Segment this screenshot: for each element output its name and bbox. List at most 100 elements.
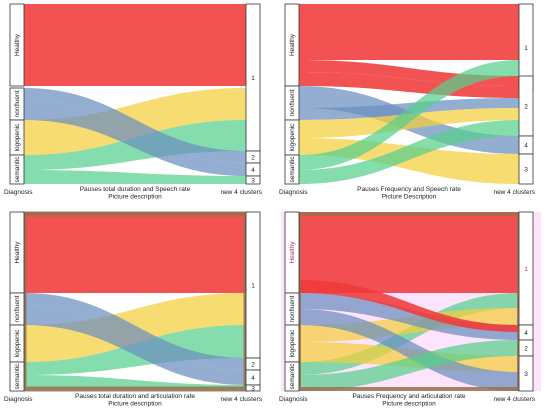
left-node-healthy: Healthy bbox=[9, 3, 25, 87]
node-box bbox=[9, 154, 25, 185]
right-node-label-2: 2 bbox=[524, 345, 528, 352]
right-node-cluster-1: 1 bbox=[245, 3, 261, 152]
left-node-logopenic: logopenic bbox=[284, 324, 300, 363]
left-node-logopenic: logopenic bbox=[9, 119, 25, 156]
node-box bbox=[284, 154, 300, 185]
right-node-label-1: 1 bbox=[251, 282, 255, 289]
right-node-cluster-1: 1 bbox=[518, 3, 534, 92]
left-node-nonfluent: nonfluent bbox=[9, 87, 25, 121]
flow-logopenic-to-cluster-1 bbox=[299, 308, 519, 342]
right-node-cluster-2: 2 bbox=[245, 357, 261, 371]
right-node-cluster-4: 4 bbox=[518, 324, 534, 341]
left-node-label-nonfluent: nonfluent bbox=[14, 295, 21, 322]
sankey-panel-2: Healthy nonfluent logopenic semantic 1 2 4 3 Dia… bbox=[279, 3, 536, 201]
node-box bbox=[518, 355, 534, 392]
flow-nonfluent-to-cluster-4 bbox=[299, 293, 519, 340]
right-node-label-3: 3 bbox=[524, 371, 528, 378]
left-node-label-semantic: semantic bbox=[14, 363, 21, 390]
panel-caption-line1: Pauses Frequency and articulation rate bbox=[352, 393, 465, 400]
left-node-label-nonfluent: nonfluent bbox=[14, 90, 21, 117]
left-node-label-semantic: semantic bbox=[289, 363, 296, 390]
flow-semantic-to-cluster-2 bbox=[299, 340, 519, 391]
left-node-nonfluent: nonfluent bbox=[284, 292, 300, 326]
right-node-label-4: 4 bbox=[251, 167, 255, 174]
left-node-healthy: Healthy bbox=[9, 211, 25, 294]
left-node-label-healthy: Healthy bbox=[14, 241, 21, 264]
left-axis-title: Diagnosis bbox=[4, 396, 33, 403]
left-node-label-logopenic: logopenic bbox=[289, 329, 296, 358]
right-node-label-4: 4 bbox=[524, 330, 528, 337]
sankey-panel-4: Healthy nonfluent logopenic semantic 1 4 2 3 Dia… bbox=[279, 211, 541, 408]
flow-semantic-to-cluster-1 bbox=[299, 60, 519, 170]
right-axis-title: new 4 clusters bbox=[493, 396, 535, 403]
left-node-semantic: semantic bbox=[284, 361, 300, 392]
flow-nonfluent-to-cluster-4 bbox=[24, 100, 246, 176]
panel-caption-line1: Pauses Frequency and Speech rate bbox=[357, 186, 461, 193]
right-node-cluster-4: 4 bbox=[245, 369, 261, 386]
sankey-panel-3: Healthy nonfluent logopenic semantic 1 2 4 3 Dia… bbox=[4, 211, 263, 408]
right-node-cluster-3: 3 bbox=[245, 384, 261, 392]
left-node-label-nonfluent: nonfluent bbox=[289, 89, 296, 116]
left-node-label-healthy: Healthy bbox=[14, 33, 21, 56]
flow-group bbox=[299, 212, 519, 391]
right-node-cluster-2: 2 bbox=[245, 150, 261, 164]
right-node-label-1: 1 bbox=[251, 75, 255, 82]
right-node-label-2: 2 bbox=[251, 154, 255, 161]
right-axis-title: new 4 clusters bbox=[220, 189, 262, 196]
right-node-label-4: 4 bbox=[251, 375, 255, 382]
right-node-label-2: 2 bbox=[251, 361, 255, 368]
left-node-label-semantic: semantic bbox=[289, 156, 296, 183]
flow-healthy-to-cluster-1 bbox=[24, 212, 246, 293]
right-node-label-3: 3 bbox=[251, 177, 255, 184]
panel-caption-line1: Pauses total duration and articulation r… bbox=[75, 393, 195, 400]
flow-group bbox=[24, 212, 246, 391]
right-node-label-2: 2 bbox=[524, 103, 528, 110]
left-node-nonfluent: nonfluent bbox=[9, 292, 25, 326]
flow-healthy-to-cluster-2 bbox=[299, 72, 519, 98]
node-box bbox=[245, 175, 261, 185]
flow-healthy-to-cluster-4 bbox=[299, 280, 519, 332]
right-axis-title: new 4 clusters bbox=[220, 396, 262, 403]
left-node-label-logopenic: logopenic bbox=[14, 123, 21, 152]
right-node-label-3: 3 bbox=[251, 385, 255, 392]
right-node-cluster-3: 3 bbox=[518, 355, 534, 392]
right-node-cluster-4: 4 bbox=[245, 162, 261, 177]
flow-healthy-to-cluster-1 bbox=[299, 212, 519, 293]
left-node-nonfluent: nonfluent bbox=[284, 85, 300, 121]
left-node-healthy: Healthy bbox=[284, 3, 300, 87]
right-node-cluster-2: 2 bbox=[518, 75, 534, 137]
panel-caption-line1: Pauses total duration and Speech rate bbox=[80, 186, 191, 193]
sankey-panel-1: Healthy nonfluent logopenic semantic 1 2 4 3 Dia… bbox=[4, 3, 263, 201]
panel-caption-line2: Picture description bbox=[108, 194, 162, 201]
left-node-label-healthy: Healthy bbox=[289, 241, 296, 264]
left-axis-title: Diagnosis bbox=[279, 189, 308, 196]
left-node-healthy: Healthy bbox=[284, 211, 300, 294]
flow-group bbox=[299, 4, 519, 184]
left-node-logopenic: logopenic bbox=[284, 119, 300, 156]
right-axis-title: new 4 clusters bbox=[493, 189, 535, 196]
left-node-semantic: semantic bbox=[9, 361, 25, 392]
flow-nonfluent-to-cluster-2 bbox=[24, 293, 246, 370]
right-node-cluster-1: 1 bbox=[245, 211, 261, 359]
right-node-label-1: 1 bbox=[524, 266, 528, 273]
node-box bbox=[284, 361, 300, 392]
right-node-cluster-3: 3 bbox=[518, 153, 534, 185]
right-node-label-3: 3 bbox=[524, 166, 528, 173]
flow-healthy-to-cluster-1 bbox=[24, 4, 246, 86]
left-node-label-semantic: semantic bbox=[14, 156, 21, 183]
left-node-label-nonfluent: nonfluent bbox=[289, 295, 296, 322]
flow-healthy-to-cluster-1 bbox=[299, 4, 519, 60]
left-node-label-healthy: Healthy bbox=[289, 33, 296, 56]
flow-nonfluent-to-cluster-2 bbox=[24, 88, 246, 163]
left-axis-title: Diagnosis bbox=[279, 396, 308, 403]
left-node-label-logopenic: logopenic bbox=[14, 329, 21, 358]
node-box bbox=[245, 384, 261, 392]
left-node-semantic: semantic bbox=[284, 154, 300, 185]
right-node-cluster-4: 4 bbox=[518, 135, 534, 155]
left-node-label-logopenic: logopenic bbox=[289, 123, 296, 152]
node-box bbox=[9, 3, 25, 87]
flow-nonfluent-to-cluster-3 bbox=[299, 309, 519, 391]
flow-semantic-to-cluster-2 bbox=[299, 120, 519, 184]
right-node-cluster-2: 2 bbox=[518, 339, 534, 357]
